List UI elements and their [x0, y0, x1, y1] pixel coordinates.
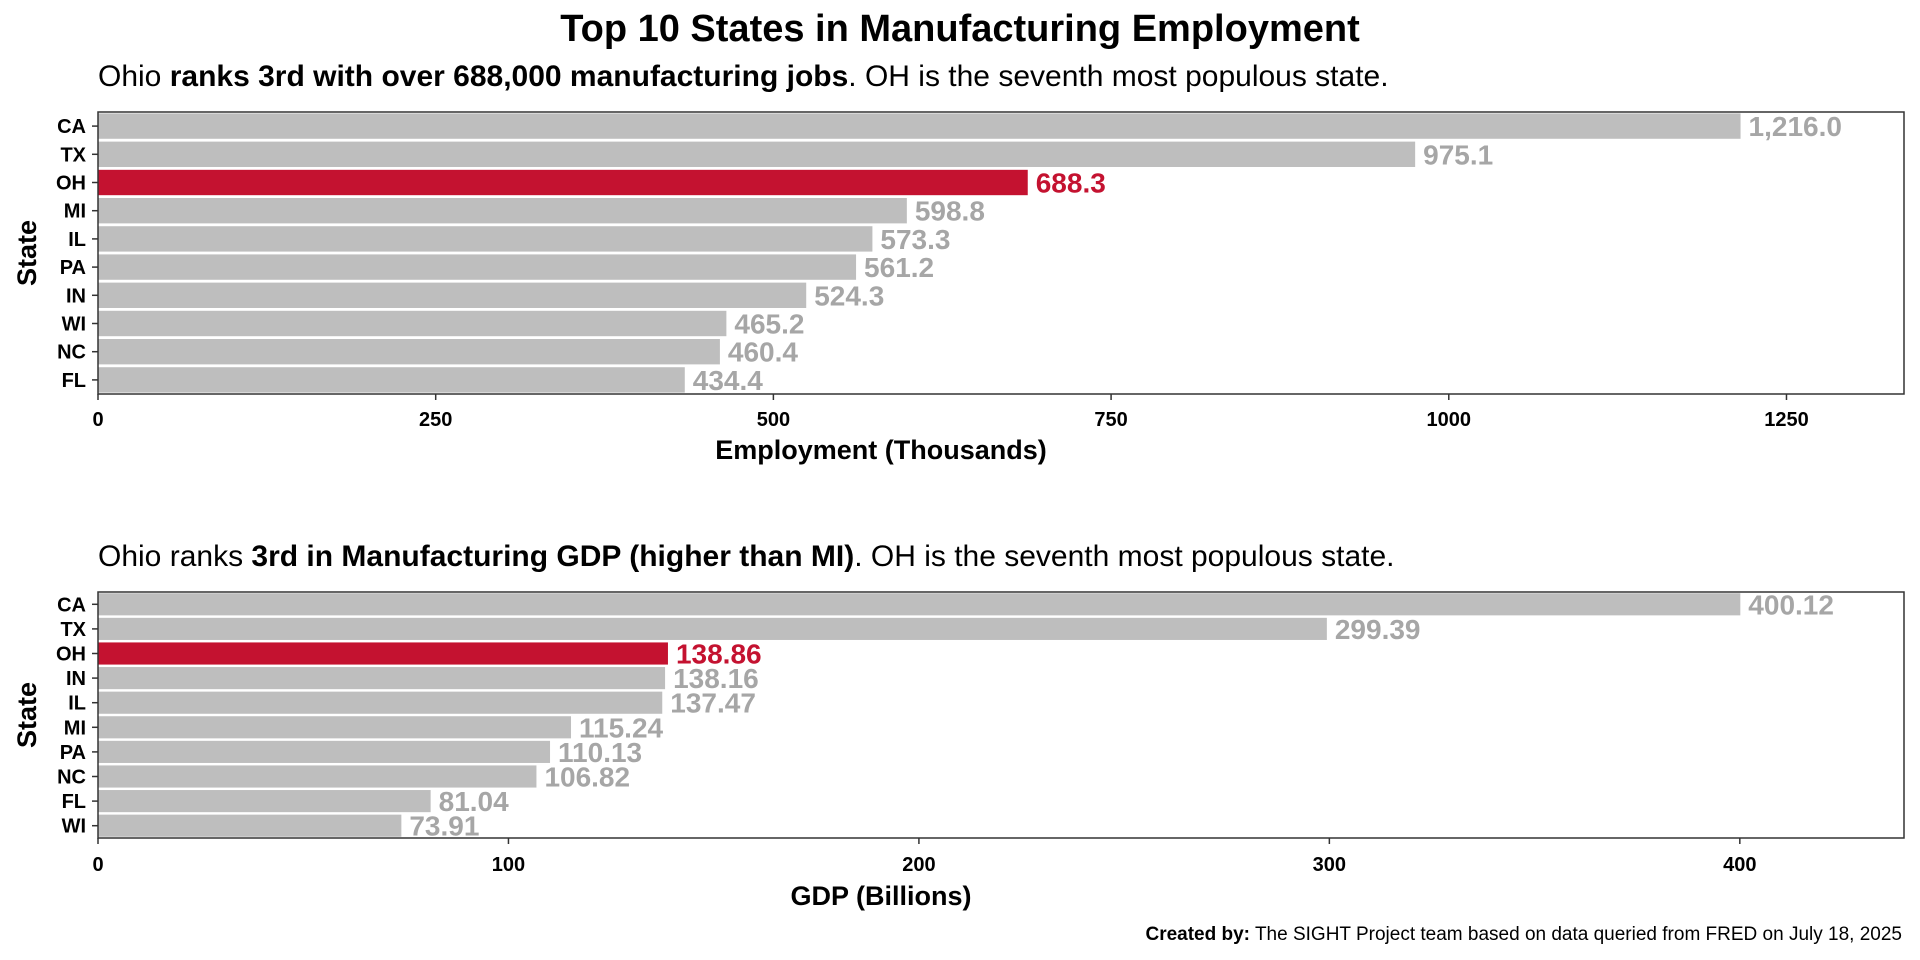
bar-tx — [98, 617, 1327, 640]
gdp-chart: 400.12 CA 299.39 TX 138.86 OH 138.16 IN 137.47 IL… — [12, 589, 1905, 911]
bar-pa — [98, 254, 857, 280]
x-axis-title: GDP (Billions) — [790, 881, 971, 911]
bar-in — [98, 282, 807, 308]
value-label-wi: 73.91 — [409, 811, 479, 842]
bar-il — [98, 226, 873, 252]
value-label-ca: 400.12 — [1748, 589, 1834, 620]
bar-wi — [98, 310, 727, 337]
bar-nc — [98, 339, 720, 365]
bar-tx — [98, 141, 1416, 167]
x-tick-label: 0 — [92, 409, 103, 431]
value-label-ca: 1,216.0 — [1749, 111, 1842, 142]
category-label-nc: NC — [57, 767, 86, 789]
subtitle-part: Ohio — [98, 60, 170, 93]
category-label-pa: PA — [60, 257, 86, 279]
bar-mi — [98, 716, 572, 739]
panel-border — [97, 111, 1905, 395]
category-label-il: IL — [68, 693, 86, 715]
category-label-pa: PA — [60, 742, 86, 764]
caption: Created by: The SIGHT Project team based… — [1145, 924, 1902, 946]
bar-in — [98, 667, 666, 690]
y-axis-title: State — [12, 682, 42, 748]
subtitle-part-bold: ranks 3rd with over 688,000 manufacturin… — [169, 60, 849, 93]
category-label-mi: MI — [64, 201, 86, 223]
chart-title: Top 10 States in Manufacturing Employmen… — [560, 8, 1360, 50]
x-tick-label: 200 — [902, 854, 935, 876]
category-label-nc: NC — [57, 342, 86, 364]
bar-oh — [98, 169, 1028, 196]
x-tick-label: 250 — [419, 409, 452, 431]
value-label-wi: 465.2 — [734, 309, 804, 340]
category-label-oh: OH — [56, 644, 86, 666]
value-label-pa: 561.2 — [864, 252, 934, 283]
x-axis-title: Employment (Thousands) — [715, 435, 1047, 465]
category-label-tx: TX — [60, 619, 86, 641]
value-label-tx: 299.39 — [1335, 614, 1421, 645]
category-label-il: IL — [68, 229, 86, 251]
category-label-mi: MI — [64, 717, 86, 739]
category-label-tx: TX — [60, 144, 86, 166]
category-label-wi: WI — [62, 314, 86, 336]
value-label-fl: 434.4 — [693, 365, 763, 396]
bar-ca — [98, 593, 1741, 616]
subtitle-part: Ohio ranks — [98, 540, 252, 573]
x-tick-label: 300 — [1313, 854, 1346, 876]
value-label-nc: 460.4 — [728, 337, 798, 368]
subtitle-part: . OH is the seventh most populous state. — [848, 60, 1389, 93]
value-label-oh: 688.3 — [1036, 168, 1106, 199]
bar-fl — [98, 790, 431, 813]
bar-ca — [98, 113, 1741, 139]
x-tick-label: 750 — [1094, 409, 1127, 431]
value-label-tx: 975.1 — [1423, 139, 1493, 170]
category-label-in: IN — [66, 285, 86, 307]
category-label-in: IN — [66, 668, 86, 690]
bar-fl — [98, 367, 685, 393]
value-label-in: 138.16 — [673, 663, 759, 694]
employment-chart: 1,216.0 CA 975.1 TX 688.3 OH 598.8 MI 573.3 IL 561… — [12, 111, 1905, 465]
x-tick-label: 1250 — [1764, 409, 1809, 431]
x-tick-label: 0 — [92, 854, 103, 876]
subtitle-part-bold: 3rd in Manufacturing GDP (higher than MI… — [251, 540, 855, 573]
value-label-il: 573.3 — [880, 224, 950, 255]
subtitle-part: . OH is the seventh most populous state. — [854, 540, 1395, 573]
value-label-oh: 138.86 — [676, 639, 762, 670]
panel-border — [97, 591, 1905, 839]
employment-subtitle: Ohio ranks 3rd with over 688,000 manufac… — [98, 60, 1389, 94]
category-label-fl: FL — [62, 370, 86, 392]
bar-mi — [98, 198, 907, 224]
gdp-subtitle: Ohio ranks 3rd in Manufacturing GDP (hig… — [98, 540, 1394, 574]
caption-text: The SIGHT Project team based on data que… — [1250, 924, 1902, 945]
value-label-nc: 106.82 — [544, 762, 630, 793]
bar-wi — [98, 814, 402, 837]
bar-nc — [98, 765, 537, 788]
category-label-oh: OH — [56, 173, 86, 195]
category-label-wi: WI — [62, 816, 86, 838]
value-label-il: 137.47 — [670, 688, 756, 719]
value-label-in: 524.3 — [814, 280, 884, 311]
x-tick-label: 100 — [492, 854, 525, 876]
bar-oh — [98, 642, 668, 665]
value-label-mi: 598.8 — [915, 196, 985, 227]
x-tick-label: 500 — [757, 409, 790, 431]
bar-il — [98, 691, 663, 714]
value-label-mi: 115.24 — [579, 712, 664, 743]
x-tick-label: 400 — [1723, 854, 1756, 876]
caption-prefix: Created by: — [1145, 924, 1251, 945]
value-label-pa: 110.13 — [558, 737, 642, 768]
category-label-ca: CA — [57, 594, 86, 616]
category-label-fl: FL — [62, 791, 86, 813]
bar-pa — [98, 740, 551, 763]
x-tick-label: 1000 — [1427, 409, 1472, 431]
y-axis-title: State — [12, 220, 42, 286]
category-label-ca: CA — [57, 116, 86, 138]
value-label-fl: 81.04 — [439, 786, 509, 817]
